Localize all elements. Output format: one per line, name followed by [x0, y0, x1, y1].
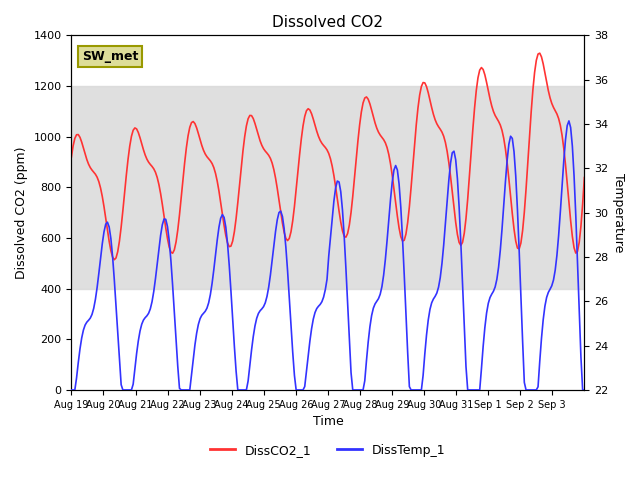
Legend: DissCO2_1, DissTemp_1: DissCO2_1, DissTemp_1 — [205, 439, 451, 462]
Y-axis label: Temperature: Temperature — [612, 173, 625, 252]
Text: SW_met: SW_met — [82, 50, 138, 63]
Title: Dissolved CO2: Dissolved CO2 — [273, 15, 383, 30]
Bar — [72, 86, 584, 288]
Y-axis label: Dissolved CO2 (ppm): Dissolved CO2 (ppm) — [15, 146, 28, 279]
X-axis label: Time: Time — [312, 415, 343, 428]
